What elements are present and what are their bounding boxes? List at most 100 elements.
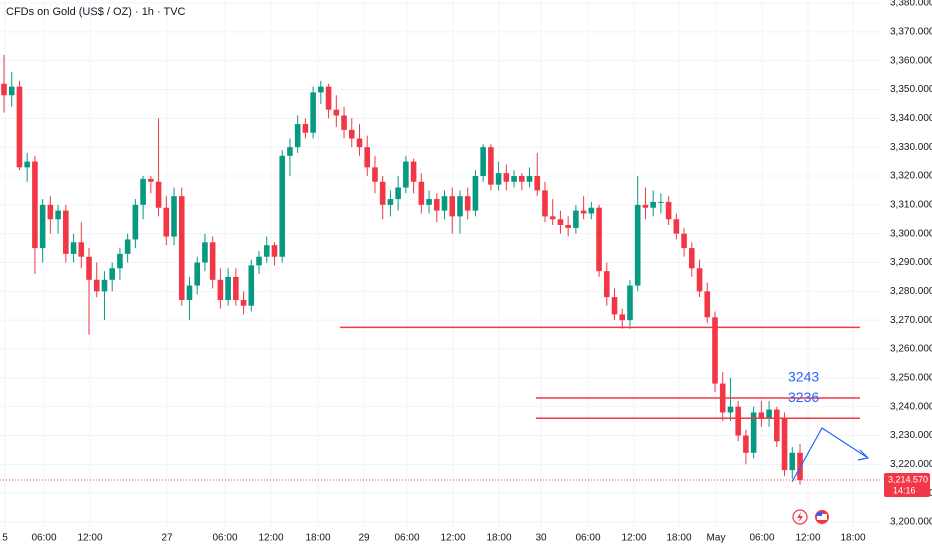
y-tick-label: 3,240.000 [890, 401, 932, 412]
candle-body [503, 173, 510, 182]
candle-body [580, 210, 587, 214]
candle-body [93, 279, 100, 292]
candle-body [472, 176, 479, 211]
x-tick-label: 18:00 [486, 533, 511, 544]
candle-body [155, 181, 162, 208]
y-tick-label: 3,340.000 [890, 113, 932, 124]
candle-body [395, 187, 401, 200]
x-tick-label: 12:00 [77, 533, 102, 544]
candle-body [627, 285, 633, 321]
x-tick-label: 18:00 [305, 533, 330, 544]
candle-body [573, 210, 579, 228]
candle-body [333, 109, 340, 116]
y-tick-label: 3,360.000 [890, 55, 932, 66]
candle-body [209, 242, 216, 280]
candle-body [372, 167, 378, 182]
candle-body [727, 406, 734, 413]
candle-body [294, 124, 301, 148]
y-tick-label: 3,270.000 [890, 315, 932, 326]
last-price-tag [884, 472, 930, 497]
candle-body [712, 317, 718, 384]
candle-body [449, 196, 456, 217]
y-tick-label: 3,370.000 [890, 26, 932, 37]
x-tick-label: May [707, 533, 726, 544]
candle-body [1, 83, 7, 96]
x-tick-label: 12:00 [621, 533, 646, 544]
candle-body [148, 178, 154, 182]
candle-body [63, 210, 69, 254]
candle-body [86, 256, 92, 280]
candle-body [403, 161, 409, 188]
candle-body [634, 204, 641, 286]
candle-body [279, 155, 286, 257]
candle-body [248, 265, 255, 306]
x-tick-label: 18:00 [666, 533, 691, 544]
x-tick-label: 06:00 [394, 533, 419, 544]
x-tick-label: 18:00 [840, 533, 865, 544]
candle-body [696, 268, 703, 292]
candle-body [32, 161, 38, 249]
candle-body [78, 242, 85, 257]
candle-body [39, 204, 46, 249]
countdown: 14:16 [893, 485, 916, 495]
y-tick-label: 3,350.000 [890, 84, 932, 95]
candle-body [101, 279, 108, 292]
candle-body [117, 253, 123, 269]
candle-body [225, 276, 231, 300]
level-label: 3236 [788, 389, 819, 405]
candle-body [511, 176, 517, 182]
x-tick-label: 29 [358, 533, 370, 544]
candle-body [70, 242, 77, 254]
candle-body [781, 418, 788, 471]
candle-body [681, 233, 687, 249]
candle-body [364, 147, 371, 168]
candle-body [8, 86, 15, 96]
candle-body [743, 435, 749, 453]
candle-body [673, 219, 680, 234]
candle-body [426, 199, 432, 205]
candle-body [194, 262, 201, 286]
candle-body [758, 412, 765, 419]
candle-body [302, 124, 309, 133]
candle-body [186, 285, 193, 300]
x-tick-label: 06:00 [31, 533, 56, 544]
candle-body [488, 147, 494, 185]
candle-body [518, 176, 525, 182]
candle-body [650, 201, 656, 208]
candle-body [379, 181, 386, 205]
candle-body [233, 276, 239, 300]
y-tick-label: 3,380.000 [890, 0, 932, 9]
candle-body [565, 225, 571, 228]
candles [1, 54, 803, 485]
last-price-label: 3,214.570 [888, 474, 928, 484]
candle-body [774, 409, 780, 442]
candle-body [433, 199, 440, 211]
y-tick-label: 3,330.000 [890, 142, 932, 153]
candle-body [495, 173, 502, 185]
candle-body [418, 181, 425, 205]
candle-body [171, 196, 177, 237]
candle-body [202, 242, 208, 263]
chart-title: CFDs on Gold (US$ / OZ) · 1h · TVC [6, 6, 186, 18]
candle-body [140, 178, 146, 205]
grid [0, 0, 880, 527]
candle-body [341, 115, 347, 130]
candle-body [163, 207, 170, 237]
candle-body [271, 245, 278, 257]
candle-body [109, 268, 115, 280]
x-tick-label: 12:00 [440, 533, 465, 544]
candle-body [704, 291, 711, 318]
candle-body [217, 279, 224, 300]
y-tick-label: 3,200.000 [890, 517, 932, 528]
candle-body [766, 409, 772, 419]
candle-body [542, 190, 548, 217]
y-tick-label: 3,250.000 [890, 372, 932, 383]
candle-body [124, 239, 131, 254]
x-tick-label: 30 [535, 533, 547, 544]
candle-body [642, 204, 649, 208]
y-tick-label: 3,260.000 [890, 344, 932, 355]
y-tick-label: 3,300.000 [890, 228, 932, 239]
x-tick-label: 06:00 [575, 533, 600, 544]
candle-body [596, 207, 602, 272]
